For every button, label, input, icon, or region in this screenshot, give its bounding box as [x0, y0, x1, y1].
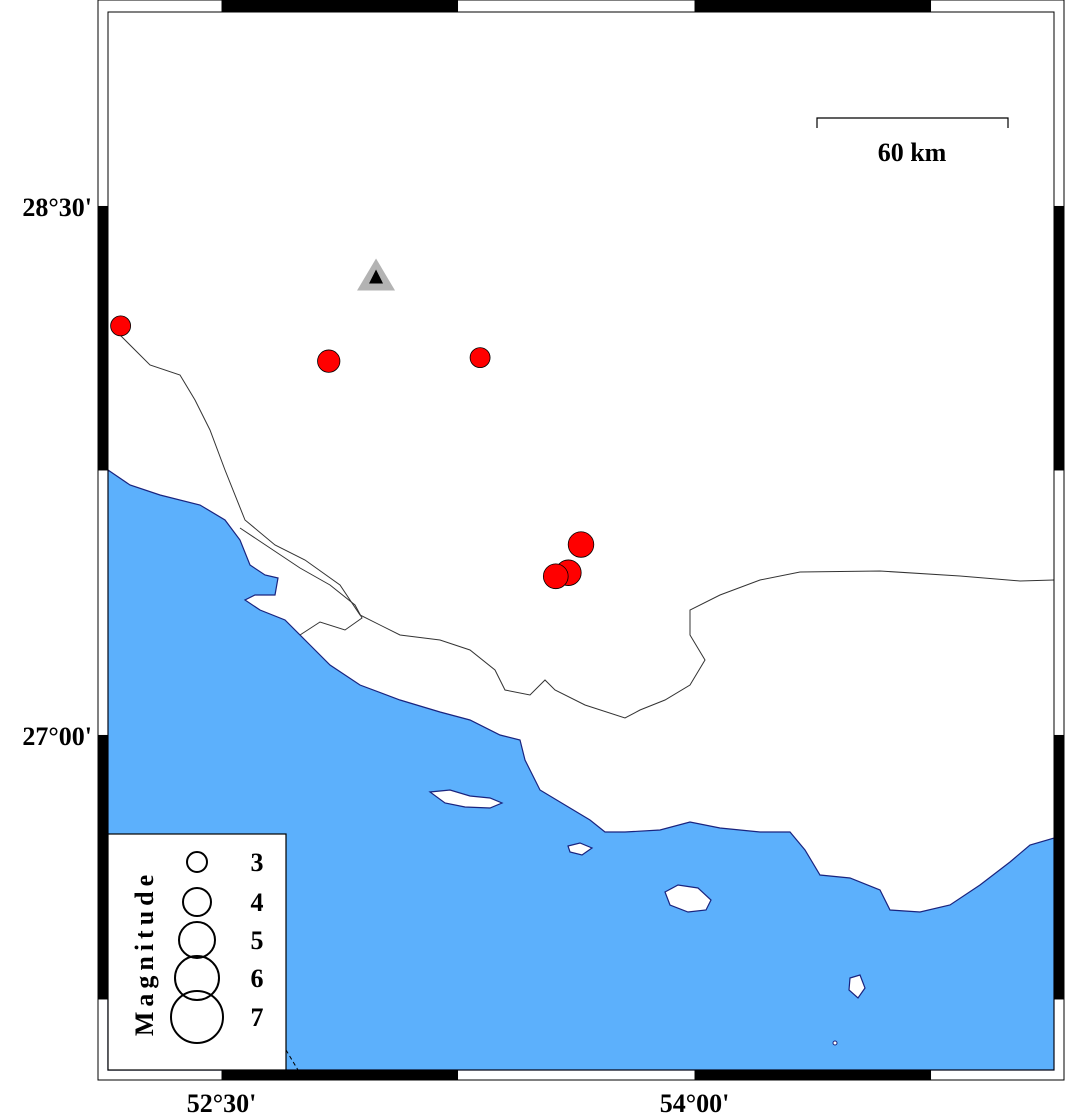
earthquake-event-marker	[110, 315, 132, 337]
station-triangle-icon	[357, 258, 396, 291]
island	[567, 842, 594, 856]
legend-circle	[170, 990, 224, 1044]
earthquake-event-marker	[317, 349, 341, 373]
legend-label: 6	[251, 964, 264, 993]
island	[664, 884, 712, 913]
legend-circle	[178, 921, 216, 959]
longitude-label: 54°00'	[660, 1089, 730, 1118]
province-border	[114, 329, 1055, 719]
latitude-label: 28°30'	[22, 193, 92, 222]
latitude-label: 27°00'	[22, 722, 92, 751]
sea-area	[107, 468, 1055, 1071]
border-dashed	[285, 1049, 299, 1071]
scale-bar-label: 60 km	[878, 138, 947, 167]
frame-bar	[98, 205, 108, 471]
scale-bar: 60 km	[816, 117, 1009, 167]
earthquake-event-marker	[469, 347, 491, 369]
earthquake-event-marker	[542, 563, 569, 590]
legend-title: Magnitude	[130, 870, 159, 1036]
island	[832, 1040, 838, 1046]
legend-label: 3	[251, 848, 264, 877]
axis-labels: 52°30' 54°00' 28°30' 27°00'	[22, 193, 729, 1118]
frame-bar	[694, 1070, 932, 1080]
island	[848, 974, 866, 999]
frame-bar	[1054, 205, 1064, 471]
earthquake-event-marker	[567, 531, 595, 558]
frame-bar	[98, 734, 108, 1000]
frame-bar	[221, 0, 459, 12]
frame-inner	[107, 11, 1055, 1071]
province-border	[239, 527, 363, 636]
legend-label: 4	[251, 888, 264, 917]
island	[428, 789, 504, 809]
legend: Magnitude 3 4 5 6 7	[107, 833, 287, 1071]
legend-label: 7	[251, 1003, 264, 1032]
legend-circle	[174, 955, 220, 1001]
longitude-label: 52°30'	[187, 1089, 257, 1118]
map-frame	[97, 0, 1065, 1081]
legend-circle	[186, 851, 208, 873]
legend-label: 5	[251, 926, 264, 955]
frame-outer	[97, 0, 1065, 1081]
frame-bar	[221, 1070, 459, 1080]
frame-bar	[694, 0, 932, 12]
earthquake-events	[110, 315, 595, 590]
legend-circle	[182, 887, 212, 917]
frame-bar	[1054, 734, 1064, 1000]
